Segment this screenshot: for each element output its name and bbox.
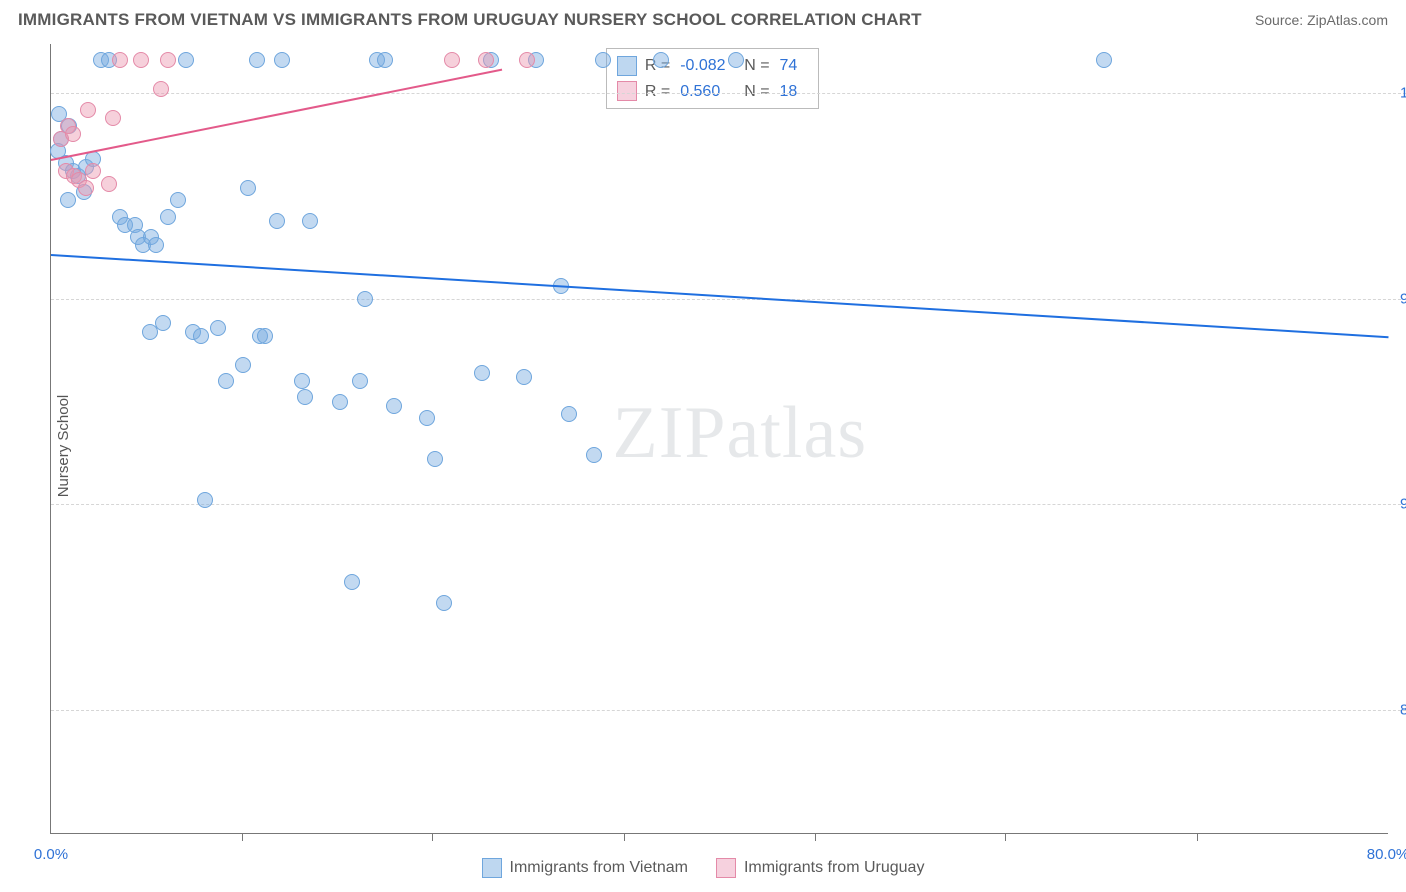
data-point (595, 52, 611, 68)
data-point (653, 52, 669, 68)
x-tick (624, 833, 625, 841)
y-tick-label: 95.0% (1400, 290, 1406, 307)
trend-line (51, 254, 1388, 338)
data-point (519, 52, 535, 68)
legend-swatch (617, 81, 637, 101)
data-point (112, 52, 128, 68)
data-point (148, 237, 164, 253)
watermark-bold: ZIP (613, 392, 727, 474)
data-point (235, 357, 251, 373)
data-point (274, 52, 290, 68)
data-point (133, 52, 149, 68)
y-tick-label: 100.0% (1400, 85, 1406, 102)
data-point (586, 447, 602, 463)
data-point (155, 315, 171, 331)
data-point (218, 373, 234, 389)
data-point (85, 163, 101, 179)
data-point (197, 492, 213, 508)
legend-swatch (716, 858, 736, 878)
gridline (51, 93, 1406, 94)
data-point (210, 320, 226, 336)
data-point (65, 126, 81, 142)
legend-row: R = 0.560 N = 18 (617, 79, 808, 105)
data-point (332, 394, 348, 410)
data-point (427, 451, 443, 467)
data-point (478, 52, 494, 68)
data-point (297, 389, 313, 405)
chart-title: IMMIGRANTS FROM VIETNAM VS IMMIGRANTS FR… (18, 10, 922, 30)
gridline (51, 504, 1406, 505)
data-point (302, 213, 318, 229)
data-point (436, 595, 452, 611)
legend-n-label: N = (744, 53, 769, 79)
x-tick (1005, 833, 1006, 841)
data-point (357, 291, 373, 307)
x-tick (815, 833, 816, 841)
data-point (386, 398, 402, 414)
data-point (160, 52, 176, 68)
data-point (377, 52, 393, 68)
data-point (153, 81, 169, 97)
watermark: ZIPatlas (613, 391, 868, 476)
data-point (561, 406, 577, 422)
series-legend: Immigrants from Vietnam Immigrants from U… (0, 858, 1406, 878)
data-point (160, 209, 176, 225)
legend-swatch (617, 56, 637, 76)
legend-n-label: N = (744, 79, 769, 105)
data-point (101, 176, 117, 192)
gridline (51, 710, 1406, 711)
watermark-thin: atlas (727, 392, 868, 474)
legend-r-value: 0.560 (680, 79, 736, 105)
data-point (60, 192, 76, 208)
data-point (193, 328, 209, 344)
legend-item: Immigrants from Uruguay (716, 858, 925, 878)
x-tick (242, 833, 243, 841)
x-tick (1197, 833, 1198, 841)
data-point (170, 192, 186, 208)
legend-label: Immigrants from Uruguay (744, 859, 925, 877)
y-tick-label: 85.0% (1400, 701, 1406, 718)
data-point (352, 373, 368, 389)
data-point (80, 102, 96, 118)
data-point (78, 180, 94, 196)
legend-row: R =-0.082N =74 (617, 53, 808, 79)
data-point (1096, 52, 1112, 68)
data-point (419, 410, 435, 426)
data-point (344, 574, 360, 590)
data-point (516, 369, 532, 385)
correlation-legend: R =-0.082N =74R =0.560N =18 (606, 48, 819, 109)
data-point (474, 365, 490, 381)
scatter-chart: ZIPatlas R =-0.082N =74R =0.560N =18 85.… (50, 44, 1388, 834)
legend-n-value: 18 (780, 79, 808, 105)
data-point (105, 110, 121, 126)
data-point (249, 52, 265, 68)
data-point (269, 213, 285, 229)
data-point (240, 180, 256, 196)
data-point (444, 52, 460, 68)
legend-r-label: R = (645, 79, 670, 105)
x-tick (432, 833, 433, 841)
legend-swatch (482, 858, 502, 878)
gridline (51, 299, 1406, 300)
legend-n-value: 74 (780, 53, 808, 79)
source-label: Source: ZipAtlas.com (1255, 12, 1388, 28)
y-tick-label: 90.0% (1400, 496, 1406, 513)
legend-item: Immigrants from Vietnam (482, 858, 688, 878)
legend-label: Immigrants from Vietnam (510, 859, 688, 877)
data-point (728, 52, 744, 68)
data-point (294, 373, 310, 389)
data-point (178, 52, 194, 68)
data-point (257, 328, 273, 344)
